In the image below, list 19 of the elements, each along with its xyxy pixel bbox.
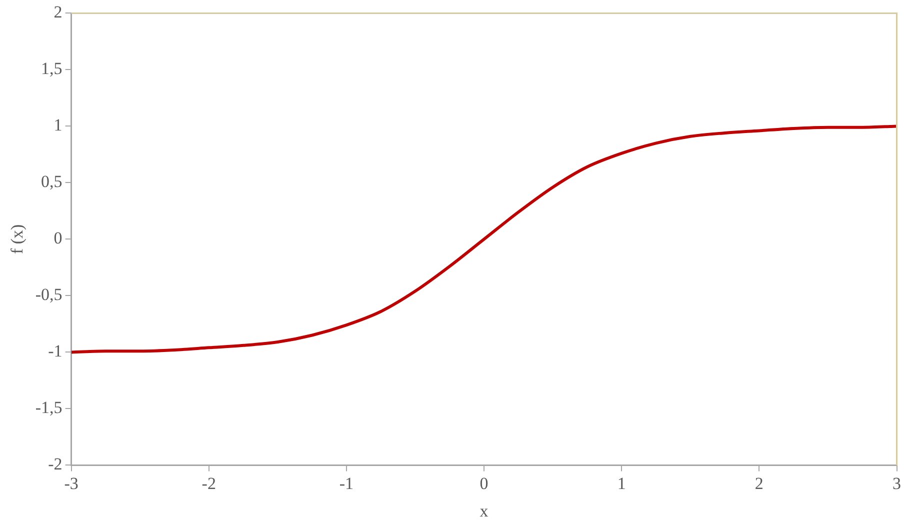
x-axis-title: x <box>480 501 489 520</box>
y-tick-label: -1 <box>48 342 62 361</box>
x-tick-label: 2 <box>754 474 764 493</box>
x-tick-label: -2 <box>202 474 216 493</box>
y-tick-label: 0,5 <box>41 172 62 192</box>
y-tick-label: 1 <box>54 116 62 135</box>
x-tick-label: -1 <box>339 474 354 493</box>
y-tick-label: 1,5 <box>41 59 62 78</box>
y-tick-label: -0,5 <box>35 285 62 304</box>
line-series <box>71 124 897 354</box>
y-tick-label: -1,5 <box>35 398 62 418</box>
y-tick-label: 0 <box>54 228 62 248</box>
x-tick-label: 3 <box>892 474 901 493</box>
y-axis-title: f (x) <box>8 224 27 254</box>
x-tick-label: 1 <box>617 474 626 493</box>
y-tick-label: -2 <box>48 454 62 474</box>
x-tick-label: -3 <box>64 474 78 493</box>
y-tick-label: 2 <box>54 2 62 22</box>
x-tick-label: 0 <box>480 474 488 493</box>
